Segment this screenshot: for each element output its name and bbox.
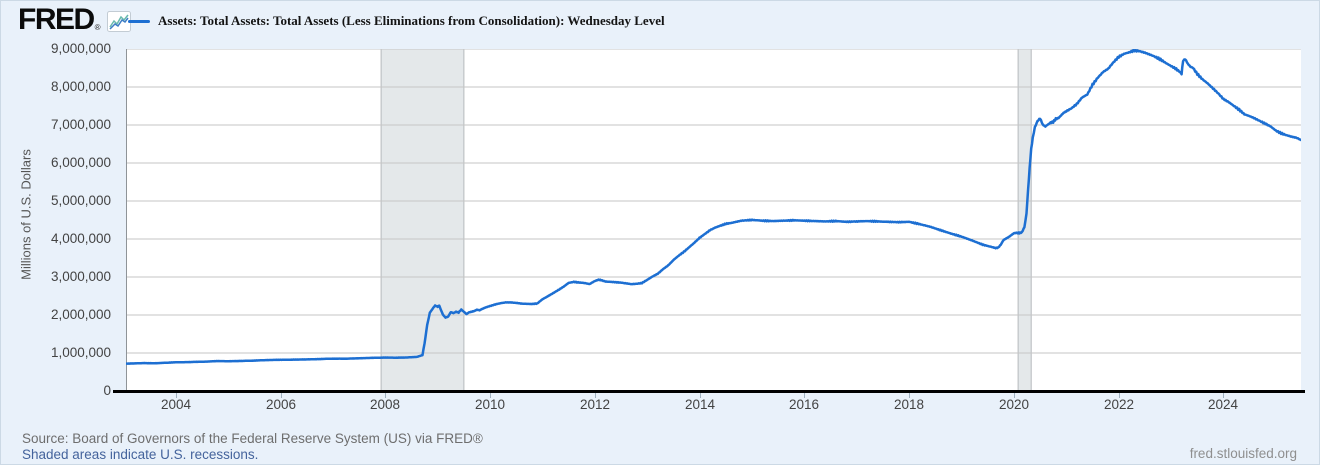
x-tick-mark (1223, 393, 1224, 398)
legend: Assets: Total Assets: Total Assets (Less… (128, 13, 665, 29)
x-tick-mark (595, 393, 596, 398)
x-tick-mark (1014, 393, 1015, 398)
site-link[interactable]: fred.stlouisfed.org (1189, 446, 1297, 461)
x-tick-label: 2010 (474, 397, 506, 412)
y-tick-label: 0 (103, 383, 111, 398)
y-tick-label: 8,000,000 (50, 79, 111, 94)
x-tick-label: 2018 (893, 397, 925, 412)
y-tick-label: 1,000,000 (50, 345, 111, 360)
x-tick-label: 2014 (684, 397, 716, 412)
x-tick-mark (1119, 393, 1120, 398)
y-tick-label: 5,000,000 (50, 193, 111, 208)
x-tick-mark (804, 393, 805, 398)
legend-line-swatch (128, 19, 150, 23)
x-tick-label: 2020 (998, 397, 1030, 412)
x-tick-mark (909, 393, 910, 398)
y-tick-label: 7,000,000 (50, 117, 111, 132)
chart-canvas (126, 49, 1301, 391)
y-tick-label: 4,000,000 (50, 231, 111, 246)
plot-area[interactable] (126, 49, 1301, 391)
x-tick-label: 2012 (579, 397, 611, 412)
registered-mark: ® (94, 23, 101, 32)
x-tick-mark (490, 393, 491, 398)
y-tick-label: 2,000,000 (50, 307, 111, 322)
x-tick-mark (700, 393, 701, 398)
y-tick-label: 3,000,000 (50, 269, 111, 284)
x-axis-line (113, 390, 1305, 393)
source-text: Source: Board of Governors of the Federa… (22, 431, 483, 446)
fred-logo[interactable]: FRED ® (18, 3, 131, 36)
x-tick-label: 2022 (1103, 397, 1135, 412)
line-chart-icon (106, 11, 131, 32)
y-tick-label: 6,000,000 (50, 155, 111, 170)
x-tick-label: 2006 (265, 397, 297, 412)
x-tick-mark (176, 393, 177, 398)
x-tick-mark (281, 393, 282, 398)
x-tick-label: 2004 (160, 397, 192, 412)
y-tick-label: 9,000,000 (50, 41, 111, 56)
x-tick-label: 2008 (369, 397, 401, 412)
recession-note-link[interactable]: Shaded areas indicate U.S. recessions. (22, 447, 259, 462)
x-tick-mark (385, 393, 386, 398)
x-tick-label: 2016 (788, 397, 820, 412)
x-tick-label: 2024 (1207, 397, 1239, 412)
fred-logo-text: FRED (18, 3, 95, 36)
legend-series-label: Assets: Total Assets: Total Assets (Less… (158, 13, 665, 28)
